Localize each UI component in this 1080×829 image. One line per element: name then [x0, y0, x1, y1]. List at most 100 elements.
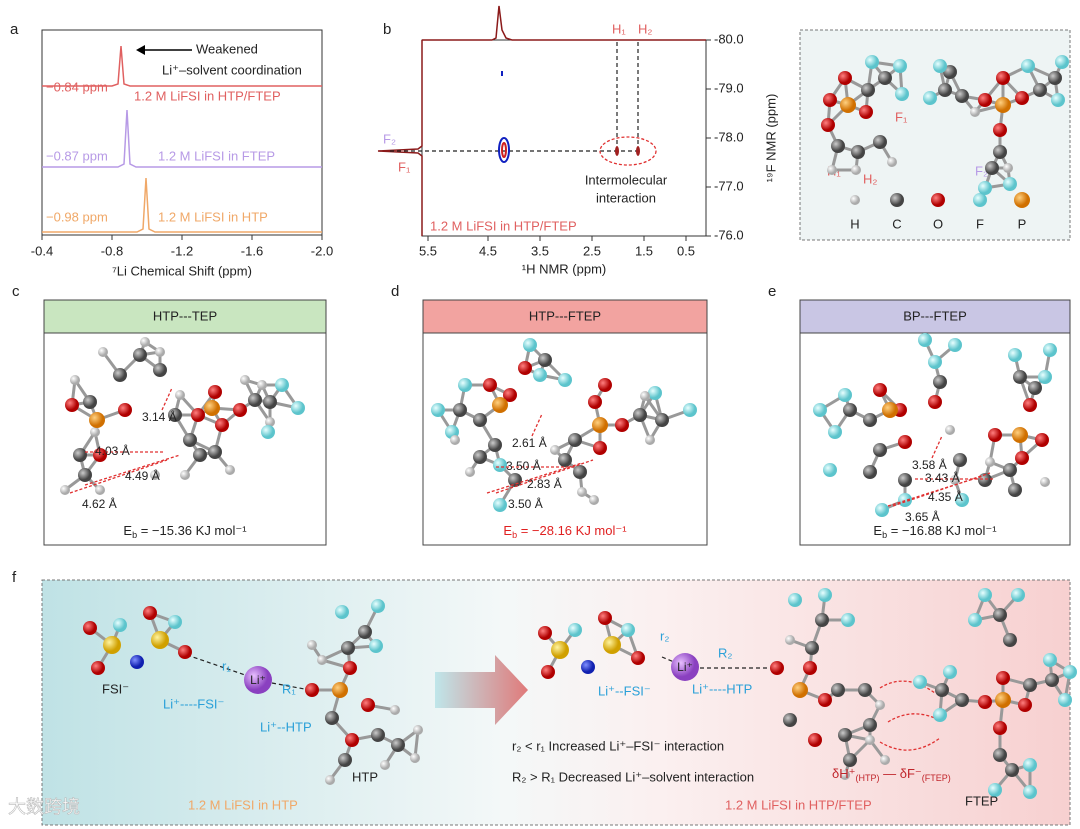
atom [803, 661, 817, 675]
text-part: — δF⁻ [880, 766, 922, 781]
projection [377, 40, 423, 236]
y-tick-label: -76.0 [714, 227, 744, 242]
sample-label: 1.2 M LiFSI in HTP/FTEP [430, 218, 577, 233]
atom [143, 606, 157, 620]
annotation: Li⁺–solvent coordination [162, 62, 302, 77]
atom [538, 626, 552, 640]
atom [317, 655, 327, 665]
y-tick-label: -80.0 [714, 31, 744, 46]
atom [261, 425, 275, 439]
atom [815, 613, 829, 627]
sample-label: 1.2 M LiFSI in HTP [158, 209, 268, 224]
atom [1003, 633, 1017, 647]
atom [993, 608, 1007, 622]
f-label: F₁ [398, 159, 411, 174]
distance-label: r₂ [660, 628, 669, 643]
atom [550, 445, 560, 455]
molecule [431, 338, 697, 512]
atom [873, 443, 887, 457]
atom [551, 641, 569, 659]
atom [60, 485, 70, 495]
atom [358, 625, 372, 639]
atom [785, 635, 795, 645]
atom [343, 661, 357, 675]
atom [851, 165, 861, 175]
atom [493, 458, 507, 472]
atom [1021, 59, 1035, 73]
ticks: 5.5 4.5 3.5 2.5 1.5 0.5 -80.0 -79.0 -78.0 -77.0 -7… [419, 31, 744, 258]
atom [533, 368, 547, 382]
interaction-label: Li⁺--HTP [260, 719, 312, 734]
legend-atom [890, 193, 904, 207]
panel-header [422, 299, 708, 334]
panel-label: e [768, 283, 776, 300]
atom [431, 403, 445, 417]
atom [898, 493, 912, 507]
atom [118, 403, 132, 417]
atom [263, 395, 277, 409]
atom [488, 438, 502, 452]
atom [592, 417, 608, 433]
binding-energy: Eb = −16.88 KJ mol⁻¹ [873, 523, 997, 540]
binding-energy: Eb = −15.36 KJ mol⁻¹ [123, 523, 247, 540]
panel-title: HTP---FTEP [529, 308, 601, 323]
atom [988, 428, 1002, 442]
legend-atom [850, 195, 860, 205]
atom [838, 388, 852, 402]
atom [391, 738, 405, 752]
atom [1015, 91, 1029, 105]
distance-label: 3.50 Å [506, 458, 541, 473]
atom [98, 347, 108, 357]
sample-label: 1.2 M LiFSI in HTP [188, 797, 298, 812]
spectrum [42, 109, 322, 168]
legend-label: H [850, 216, 859, 231]
atom [473, 450, 487, 464]
shift-label: −0.84 ppm [46, 79, 108, 94]
atom [73, 448, 87, 462]
atom [955, 693, 969, 707]
atom [985, 457, 995, 467]
atom [970, 107, 980, 117]
atom [865, 735, 875, 745]
atom [823, 463, 837, 477]
atom [307, 640, 317, 650]
atom [225, 465, 235, 475]
atom [332, 682, 348, 698]
atom [1008, 483, 1022, 497]
atom [95, 485, 105, 495]
atom [325, 775, 335, 785]
shift-label: −0.87 ppm [46, 148, 108, 163]
molecule [913, 588, 1077, 799]
atom [996, 671, 1010, 685]
distance-label: 4.62 Å [82, 496, 117, 511]
x-axis-title: ¹H NMR (ppm) [522, 261, 607, 276]
atom [923, 91, 937, 105]
atom [130, 655, 144, 669]
text-part: b [882, 530, 887, 540]
atom [588, 395, 602, 409]
atom [410, 753, 420, 763]
distance-label: 2.83 Å [527, 476, 562, 491]
y-tick-label: -77.0 [714, 178, 744, 193]
atom [1003, 177, 1017, 191]
atom [153, 363, 167, 377]
molecule [923, 55, 1069, 195]
atom [1045, 673, 1059, 687]
atom [838, 71, 852, 85]
atom [150, 470, 160, 480]
atom [371, 728, 385, 742]
legend-label: O [933, 216, 943, 231]
atom [380, 760, 390, 770]
atom [603, 636, 621, 654]
text-part: b [512, 530, 517, 540]
atom [861, 83, 875, 97]
atom [257, 380, 267, 390]
atom [805, 641, 819, 655]
transition-arrow [435, 655, 528, 725]
atom [968, 613, 982, 627]
atom [935, 683, 949, 697]
atom [671, 653, 699, 681]
atom [843, 753, 857, 767]
molecule [538, 611, 645, 679]
